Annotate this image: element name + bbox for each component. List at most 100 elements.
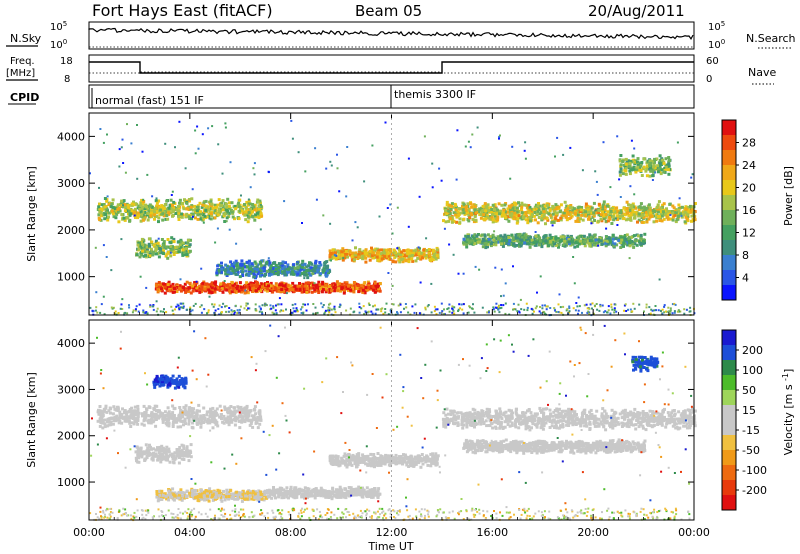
heatmap-cell (94, 309, 97, 312)
heatmap-cell (126, 123, 128, 126)
heatmap-cell (311, 286, 315, 290)
heatmap-cell (216, 213, 220, 217)
heatmap-cell (607, 309, 610, 312)
heatmap-cell (474, 218, 478, 222)
heatmap-cell (510, 233, 514, 237)
heatmap-cell (166, 289, 170, 293)
heatmap-cell (178, 308, 181, 311)
heatmap-cell (110, 306, 113, 309)
heatmap-cell (655, 205, 659, 209)
heatmap-cell (214, 241, 217, 244)
heatmap-cell (238, 275, 242, 279)
heatmap-cell (674, 211, 678, 215)
heatmap-cell (517, 214, 521, 218)
heatmap-cell (661, 308, 664, 311)
heatmap-cell (171, 288, 175, 292)
heatmap-cell (358, 306, 361, 309)
heatmap-cell (178, 198, 182, 202)
heatmap-cell (523, 233, 527, 237)
heatmap-cell (554, 207, 558, 211)
heatmap-cell (486, 233, 490, 237)
heatmap-cell (294, 303, 297, 306)
heatmap-cell (500, 242, 504, 246)
heatmap-cell (623, 309, 626, 312)
heatmap-cell (669, 307, 672, 310)
heatmap-cell (207, 208, 211, 212)
heatmap-cell (237, 217, 241, 221)
heatmap-cell (189, 205, 193, 209)
heatmap-cell (321, 306, 324, 309)
heatmap-cell (186, 249, 190, 253)
heatmap-cell (177, 211, 181, 215)
heatmap-cell (300, 284, 304, 288)
heatmap-cell (223, 208, 227, 212)
heatmap-cell (462, 303, 465, 306)
heatmap-cell (683, 312, 686, 315)
heatmap-cell (394, 254, 398, 258)
heatmap-cell (155, 214, 159, 218)
heatmap-cell (587, 310, 590, 313)
heatmap-cell (526, 306, 529, 309)
heatmap-cell (157, 255, 161, 259)
heatmap-cell (590, 222, 593, 225)
heatmap-cell (606, 210, 610, 214)
heatmap-cell (136, 216, 140, 220)
heatmap-cell (588, 307, 591, 310)
heatmap-cell (667, 162, 671, 166)
heatmap-cell (180, 240, 183, 244)
heatmap-cell (281, 267, 285, 270)
heatmap-cell (386, 207, 389, 209)
heatmap-cell (344, 249, 348, 253)
heatmap-cell (364, 260, 368, 264)
heatmap-cell (181, 241, 185, 245)
heatmap-cell (205, 215, 209, 219)
heatmap-cell (346, 146, 349, 148)
heatmap-cell (334, 287, 338, 291)
heatmap-cell (203, 308, 206, 311)
heatmap-cell (431, 249, 435, 253)
nsky-trace (88, 27, 694, 48)
heatmap-cell (260, 214, 264, 218)
heatmap-cell (534, 234, 538, 238)
heatmap-cell (103, 205, 107, 209)
heatmap-cell (298, 282, 301, 285)
heatmap-cell (386, 252, 390, 256)
heatmap-cell (454, 203, 458, 207)
heatmap-cell (313, 282, 316, 285)
heatmap-cell (191, 215, 194, 218)
heatmap-cell (140, 237, 144, 241)
heatmap-cell (167, 211, 171, 215)
heatmap-cell (569, 216, 573, 220)
heatmap-cell (136, 211, 140, 215)
heatmap-cell (455, 178, 458, 181)
heatmap-cell (511, 145, 514, 148)
heatmap-cell (564, 244, 567, 247)
heatmap-cell (184, 290, 188, 294)
heatmap-cell (234, 290, 238, 294)
heatmap-cell (120, 303, 123, 306)
heatmap-cell (110, 209, 114, 213)
heatmap-cell (172, 206, 175, 210)
heatmap-cell (140, 213, 144, 217)
heatmap-cell (135, 253, 139, 257)
heatmap-cell (528, 211, 532, 215)
heatmap-cell (399, 311, 402, 314)
heatmap-cell (671, 312, 674, 315)
heatmap-cell (314, 306, 317, 309)
heatmap-cell (683, 220, 687, 224)
heatmap-cell (368, 258, 372, 262)
heatmap-cell (569, 146, 572, 149)
heatmap-cell (630, 168, 634, 172)
heatmap-cell (630, 203, 633, 207)
heatmap-cell (283, 200, 286, 203)
heatmap-cell (568, 205, 572, 209)
heatmap-cell (425, 249, 429, 252)
heatmap-cell (221, 290, 225, 294)
heatmap-cell (179, 289, 183, 293)
heatmap-cell (579, 239, 583, 243)
heatmap-cell (158, 205, 162, 209)
heatmap-cell (228, 228, 231, 231)
heatmap-cell (234, 207, 238, 211)
